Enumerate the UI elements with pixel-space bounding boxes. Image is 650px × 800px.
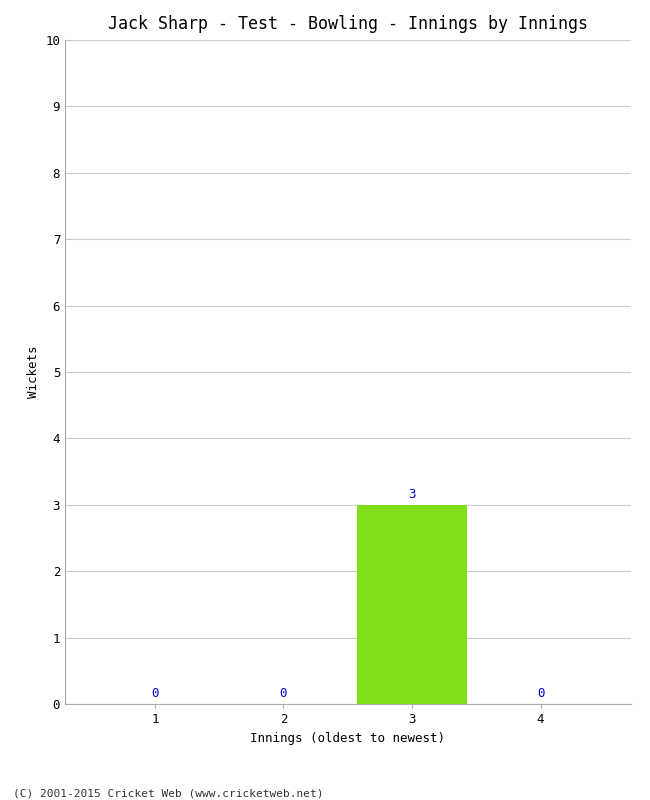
Text: 0: 0 — [537, 687, 544, 700]
Title: Jack Sharp - Test - Bowling - Innings by Innings: Jack Sharp - Test - Bowling - Innings by… — [108, 15, 588, 33]
Text: 0: 0 — [151, 687, 159, 700]
Text: 3: 3 — [408, 488, 416, 501]
Text: (C) 2001-2015 Cricket Web (www.cricketweb.net): (C) 2001-2015 Cricket Web (www.cricketwe… — [13, 788, 324, 798]
Y-axis label: Wickets: Wickets — [27, 346, 40, 398]
Bar — [358, 505, 467, 704]
X-axis label: Innings (oldest to newest): Innings (oldest to newest) — [250, 731, 445, 745]
Text: 0: 0 — [280, 687, 287, 700]
